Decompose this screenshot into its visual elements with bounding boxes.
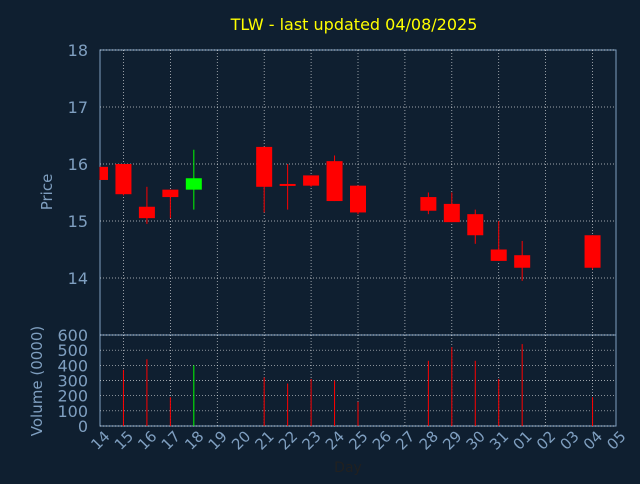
x-tick-label: 20 (228, 427, 254, 453)
x-tick-label: 24 (322, 427, 348, 453)
candle-body (443, 203, 460, 223)
price-tick-label: 16 (68, 155, 88, 174)
candle-body (100, 166, 108, 180)
x-tick-label: 17 (158, 427, 184, 453)
x-tick-label: 04 (580, 427, 606, 453)
price-tick-label: 17 (68, 98, 88, 117)
x-axis-label: Day (334, 460, 362, 476)
chart-title: TLW - last updated 04/08/2025 (230, 15, 478, 34)
volume-tick-label: 200 (57, 387, 88, 406)
x-tick-label: 05 (603, 427, 629, 453)
x-tick-label: 18 (181, 427, 207, 453)
x-tick-label: 02 (533, 427, 559, 453)
x-tick-label: 28 (416, 427, 442, 453)
candle-body (490, 249, 507, 261)
grid-lines (100, 49, 616, 427)
volume-tick-label: 400 (57, 356, 88, 375)
x-tick-label: 27 (392, 427, 418, 453)
candle-body (326, 161, 343, 202)
x-tick-label: 29 (439, 427, 465, 453)
price-tick-label: 18 (68, 41, 88, 60)
volume-tick-label: 600 (57, 326, 88, 345)
x-ticks: 1415161718192021222324252627282930310102… (87, 427, 629, 453)
price-tick-label: 15 (68, 212, 88, 231)
x-tick-label: 14 (87, 427, 113, 453)
x-tick-label: 01 (510, 427, 536, 453)
x-tick-label: 30 (463, 427, 489, 453)
candle-body (162, 189, 179, 198)
x-tick-label: 19 (205, 427, 231, 453)
volume-axis-label: Volume (0000) (28, 326, 46, 436)
candle-body (514, 255, 531, 268)
x-tick-label: 26 (369, 427, 395, 453)
candle-body (420, 197, 437, 211)
x-tick-label: 23 (298, 427, 324, 453)
candle-body (185, 178, 202, 190)
volume-tick-label: 300 (57, 372, 88, 391)
candle-body (303, 175, 320, 186)
candle-body (279, 183, 296, 186)
x-tick-label: 22 (275, 427, 301, 453)
x-tick-label: 31 (486, 427, 512, 453)
price-y-ticks: 14 15 16 17 18 (68, 41, 88, 288)
x-tick-label: 21 (252, 427, 278, 453)
price-tick-label: 14 (68, 269, 88, 288)
candle-body (138, 206, 155, 219)
volume-bars (122, 344, 594, 426)
x-tick-label: 16 (134, 427, 160, 453)
candle-body (584, 235, 601, 268)
volume-tick-label: 0 (78, 417, 88, 436)
volume-tick-label: 500 (57, 341, 88, 360)
candle-body (350, 185, 366, 213)
candle-body (256, 146, 273, 187)
candle-body (467, 214, 484, 236)
candles (99, 146, 601, 281)
x-tick-label: 15 (111, 427, 137, 453)
x-tick-label: 03 (556, 427, 582, 453)
price-axis-label: Price (38, 174, 56, 211)
volume-tick-label: 100 (57, 402, 88, 421)
x-tick-label: 25 (345, 427, 371, 453)
candle-body (115, 164, 132, 195)
